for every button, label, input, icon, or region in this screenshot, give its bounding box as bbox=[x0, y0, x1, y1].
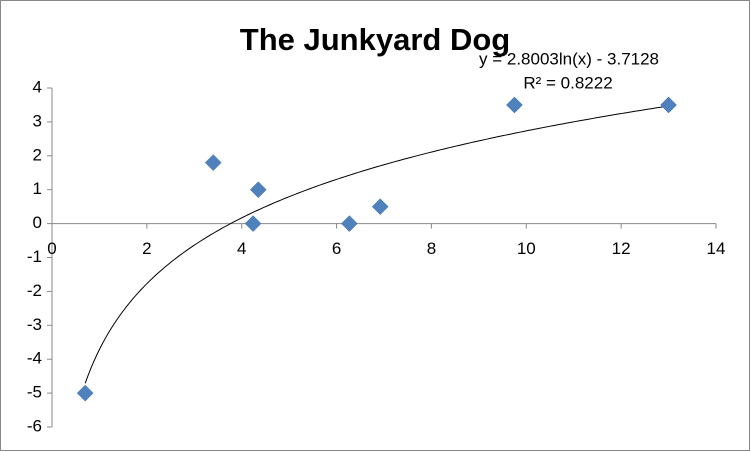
trendline-equation: y = 2.8003ln(x) - 3.7128 bbox=[479, 49, 659, 68]
y-tick-label: -6 bbox=[27, 416, 42, 435]
x-tick-label: 14 bbox=[707, 239, 726, 258]
x-tick-label: 0 bbox=[47, 239, 56, 258]
x-tick-label: 10 bbox=[517, 239, 536, 258]
y-tick-label: 4 bbox=[33, 77, 42, 96]
marker bbox=[249, 181, 267, 199]
y-tick-label: -3 bbox=[27, 315, 42, 334]
trendline-r2: R² = 0.8222 bbox=[523, 73, 612, 92]
y-tick-label: 1 bbox=[33, 179, 42, 198]
marker bbox=[660, 96, 677, 114]
x-tick-label: 6 bbox=[332, 239, 341, 258]
marker bbox=[76, 384, 94, 402]
marker bbox=[244, 215, 262, 232]
y-tick-label: -2 bbox=[27, 281, 42, 300]
trendline bbox=[84, 105, 669, 384]
marker bbox=[371, 198, 389, 216]
y-tick-label: 2 bbox=[33, 145, 42, 164]
x-tick-label: 2 bbox=[142, 239, 151, 258]
x-tick-label: 12 bbox=[612, 239, 631, 258]
chart-title: The Junkyard Dog bbox=[240, 22, 510, 57]
y-tick-label: -5 bbox=[27, 383, 42, 402]
marker bbox=[204, 154, 222, 171]
marker bbox=[341, 215, 358, 232]
y-tick-label: 0 bbox=[33, 213, 42, 232]
y-tick-label: -4 bbox=[27, 349, 42, 368]
y-tick-label: 3 bbox=[33, 111, 42, 130]
y-tick-label: -1 bbox=[27, 247, 42, 266]
x-tick-label: 4 bbox=[237, 239, 246, 258]
x-tick-label: 8 bbox=[427, 239, 436, 258]
marker bbox=[506, 96, 523, 114]
